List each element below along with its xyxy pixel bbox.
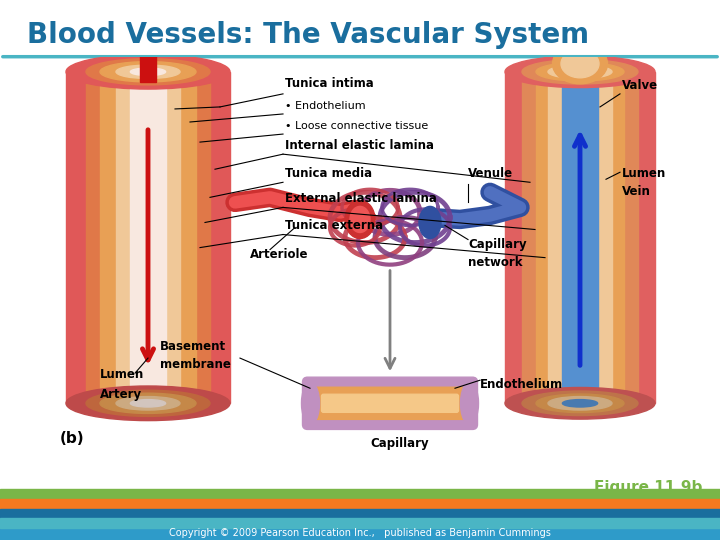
- Text: Vein: Vein: [622, 185, 651, 198]
- Bar: [140, 42, 156, 82]
- Bar: [0, 518, 720, 528]
- Ellipse shape: [100, 62, 196, 82]
- Bar: [0, 509, 720, 518]
- Ellipse shape: [505, 56, 655, 87]
- Bar: [0, 489, 720, 499]
- Ellipse shape: [505, 388, 655, 419]
- Text: Internal elastic lamina: Internal elastic lamina: [285, 139, 434, 152]
- Text: membrane: membrane: [160, 358, 231, 371]
- Text: Artery: Artery: [100, 388, 142, 401]
- Text: Tunica externa: Tunica externa: [285, 219, 383, 233]
- Ellipse shape: [116, 396, 180, 410]
- Ellipse shape: [562, 68, 598, 76]
- Text: Tunica media: Tunica media: [285, 167, 372, 180]
- Text: network: network: [468, 255, 523, 269]
- Ellipse shape: [116, 65, 180, 78]
- Bar: [0, 499, 720, 540]
- FancyBboxPatch shape: [322, 394, 459, 413]
- Ellipse shape: [130, 400, 166, 407]
- Bar: [505, 72, 655, 403]
- Text: Capillary: Capillary: [468, 238, 526, 251]
- Ellipse shape: [100, 393, 196, 414]
- Ellipse shape: [562, 400, 598, 407]
- Text: • Loose connective tissue: • Loose connective tissue: [285, 121, 428, 131]
- Bar: [116, 72, 180, 403]
- Text: (b): (b): [60, 431, 85, 447]
- Bar: [66, 72, 230, 403]
- Text: Tunica intima: Tunica intima: [285, 77, 374, 90]
- Text: Copyright © 2009 Pearson Education Inc.,   published as Benjamin Cummings: Copyright © 2009 Pearson Education Inc.,…: [169, 528, 551, 538]
- Text: Valve: Valve: [622, 79, 658, 92]
- Text: Basement: Basement: [160, 340, 226, 353]
- Text: • Endothelium: • Endothelium: [285, 101, 366, 111]
- Ellipse shape: [66, 386, 230, 421]
- Ellipse shape: [536, 63, 624, 81]
- Ellipse shape: [345, 200, 375, 239]
- Text: Blood Vessels: The Vascular System: Blood Vessels: The Vascular System: [27, 21, 590, 49]
- Ellipse shape: [548, 396, 612, 410]
- Ellipse shape: [66, 55, 230, 89]
- Bar: [548, 72, 612, 403]
- Bar: [536, 72, 624, 403]
- Ellipse shape: [552, 44, 608, 84]
- Bar: [86, 72, 210, 403]
- Bar: [130, 72, 166, 403]
- Text: Capillary: Capillary: [370, 436, 428, 449]
- Text: Lumen: Lumen: [622, 167, 666, 180]
- Text: Endothelium: Endothelium: [480, 378, 563, 392]
- Ellipse shape: [419, 206, 441, 239]
- Text: Figure 11.9b: Figure 11.9b: [593, 480, 702, 495]
- Ellipse shape: [350, 206, 370, 233]
- Bar: [522, 72, 638, 403]
- Ellipse shape: [461, 382, 479, 424]
- Ellipse shape: [536, 394, 624, 413]
- Ellipse shape: [561, 50, 599, 78]
- Text: Arteriole: Arteriole: [250, 248, 308, 261]
- Ellipse shape: [522, 59, 638, 84]
- Bar: [562, 72, 598, 403]
- Text: Lumen: Lumen: [100, 368, 144, 381]
- FancyBboxPatch shape: [302, 377, 477, 429]
- Ellipse shape: [302, 382, 320, 424]
- Ellipse shape: [86, 59, 210, 85]
- FancyBboxPatch shape: [312, 387, 467, 420]
- Text: External elastic lamina: External elastic lamina: [285, 192, 437, 205]
- Bar: [100, 72, 196, 403]
- Ellipse shape: [130, 68, 166, 76]
- Text: Venule: Venule: [468, 167, 513, 180]
- Ellipse shape: [548, 65, 612, 78]
- Ellipse shape: [86, 390, 210, 416]
- Bar: [0, 499, 720, 509]
- Ellipse shape: [522, 391, 638, 416]
